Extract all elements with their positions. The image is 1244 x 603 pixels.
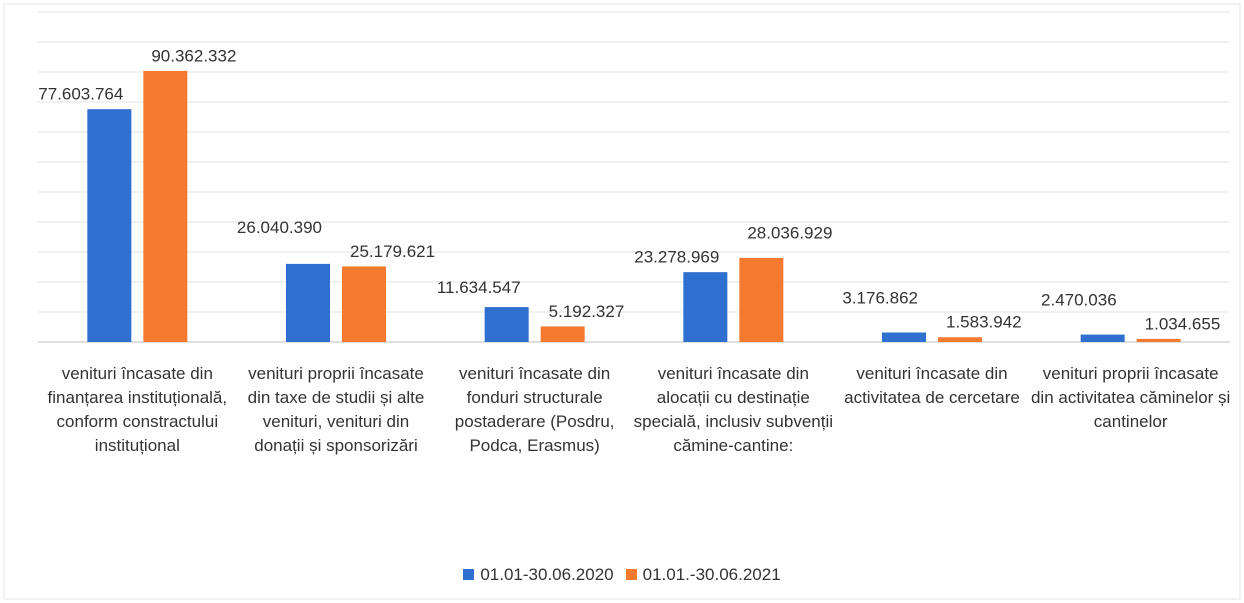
bar	[286, 263, 330, 342]
bar	[87, 109, 132, 342]
legend: 01.01-30.06.2020 01.01.-30.06.2021	[0, 563, 1244, 587]
x-tick-label: venituri proprii încasate din activitate…	[1030, 364, 1231, 431]
legend-label: 01.01.-30.06.2021	[642, 565, 781, 584]
x-tick-label: venituri încasate din activitatea de cer…	[844, 364, 1020, 407]
legend-swatch	[625, 569, 637, 580]
value-label: 23.278.969	[634, 248, 719, 267]
value-label: 28.036.929	[747, 224, 832, 243]
value-label: 11.634.547	[437, 278, 521, 297]
legend-item: 01.01.-30.06.2021	[625, 563, 781, 587]
legend-label: 01.01-30.06.2020	[480, 565, 614, 584]
bar	[1080, 334, 1125, 342]
x-tick-label: venituri încasate din finanțarea institu…	[47, 364, 228, 455]
value-label: 5.192.327	[549, 302, 625, 321]
chart-frame	[3, 3, 1241, 600]
x-tick-label: venituri proprii încasate din taxe de st…	[247, 364, 425, 455]
value-label: 1.583.942	[946, 313, 1022, 332]
bar	[342, 266, 386, 342]
bar	[484, 307, 529, 342]
value-label: 25.179.621	[350, 242, 435, 261]
legend-swatch	[463, 569, 475, 580]
value-label: 2.470.036	[1041, 290, 1117, 309]
bar	[938, 337, 982, 342]
value-label: 90.362.332	[151, 46, 236, 65]
bar	[739, 257, 784, 342]
x-tick-label: venituri încasate din fonduri structural…	[454, 364, 615, 455]
value-label: 1.034.655	[1145, 314, 1221, 333]
legend-item: 01.01-30.06.2020	[463, 563, 614, 587]
value-label: 3.176.862	[842, 289, 918, 308]
bar	[143, 70, 188, 343]
bar	[882, 332, 926, 342]
value-label: 26.040.390	[237, 218, 322, 237]
value-label: 77.603.764	[38, 85, 123, 104]
bar	[540, 326, 585, 342]
bar	[683, 272, 728, 342]
x-tick-label: venituri încasate din alocații cu destin…	[633, 364, 834, 455]
bar	[1136, 338, 1181, 342]
